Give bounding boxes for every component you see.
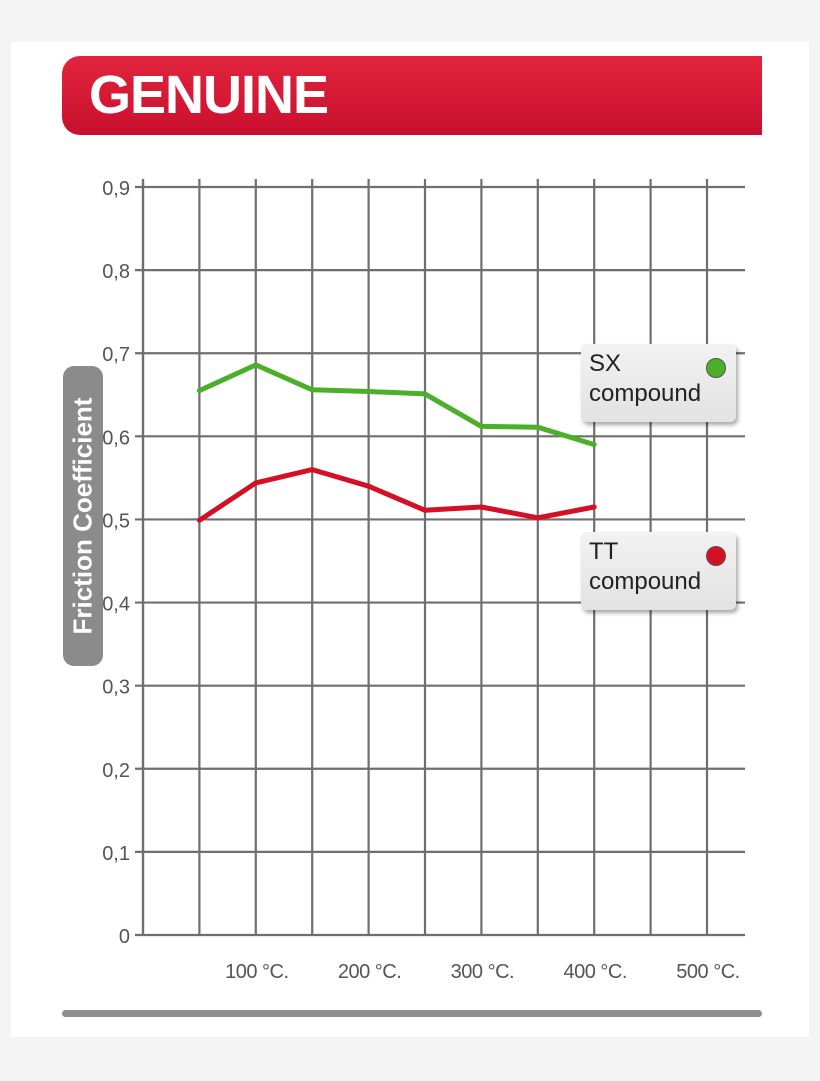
x-tick-label: 200 °C. [338, 961, 401, 983]
legend-sx-dot-icon [706, 358, 726, 378]
x-tick-label: 100 °C. [225, 961, 288, 983]
data-point-tt [196, 517, 202, 523]
data-point-sx [591, 442, 597, 448]
legend-tt-sub: compound [589, 568, 702, 595]
legend-tt-dot-icon [706, 546, 726, 566]
y-tick-label: 0,4 [102, 594, 130, 616]
x-tick-label: 300 °C. [451, 961, 514, 983]
y-axis-label-pill [63, 366, 103, 666]
data-point-sx [253, 362, 259, 368]
y-tick-label: 0,7 [102, 344, 130, 366]
data-point-tt [253, 480, 259, 486]
data-point-sx [422, 391, 428, 397]
data-point-sx [366, 388, 372, 394]
series-line-tt [198, 467, 595, 523]
data-point-tt [591, 504, 597, 510]
y-tick-label: 0,1 [102, 843, 130, 865]
series-line-sx [198, 362, 595, 447]
y-tick-label: 0,9 [102, 178, 130, 200]
data-point-sx [196, 388, 202, 394]
y-tick-label: 0,5 [102, 510, 130, 532]
data-point-tt [309, 467, 315, 473]
bottom-rule [62, 1010, 762, 1017]
x-tick-label: 500 °C. [676, 961, 739, 983]
x-tick-label: 400 °C. [563, 961, 626, 983]
data-point-sx [478, 423, 484, 429]
legend-sx: SX compound [581, 344, 736, 422]
chart-title: GENUINE [89, 65, 329, 125]
data-point-tt [535, 515, 541, 521]
data-point-tt [422, 507, 428, 513]
y-tick-label: 0,2 [102, 760, 130, 782]
title-banner [62, 56, 762, 135]
data-point-tt [366, 483, 372, 489]
legend-tt-name: TT [589, 538, 619, 565]
y-axis-label: Friction Coefficient [67, 397, 98, 635]
data-point-sx [309, 387, 315, 393]
data-point-sx [535, 424, 541, 430]
y-tick-label: 0,6 [102, 427, 130, 449]
data-point-tt [478, 504, 484, 510]
legend-tt: TT compound [581, 532, 736, 610]
y-tick-label: 0 [119, 926, 130, 948]
legend-sx-sub: compound [589, 380, 702, 407]
legend-sx-name: SX [589, 350, 622, 377]
y-tick-label: 0,8 [102, 261, 130, 283]
y-tick-label: 0,3 [102, 677, 130, 699]
